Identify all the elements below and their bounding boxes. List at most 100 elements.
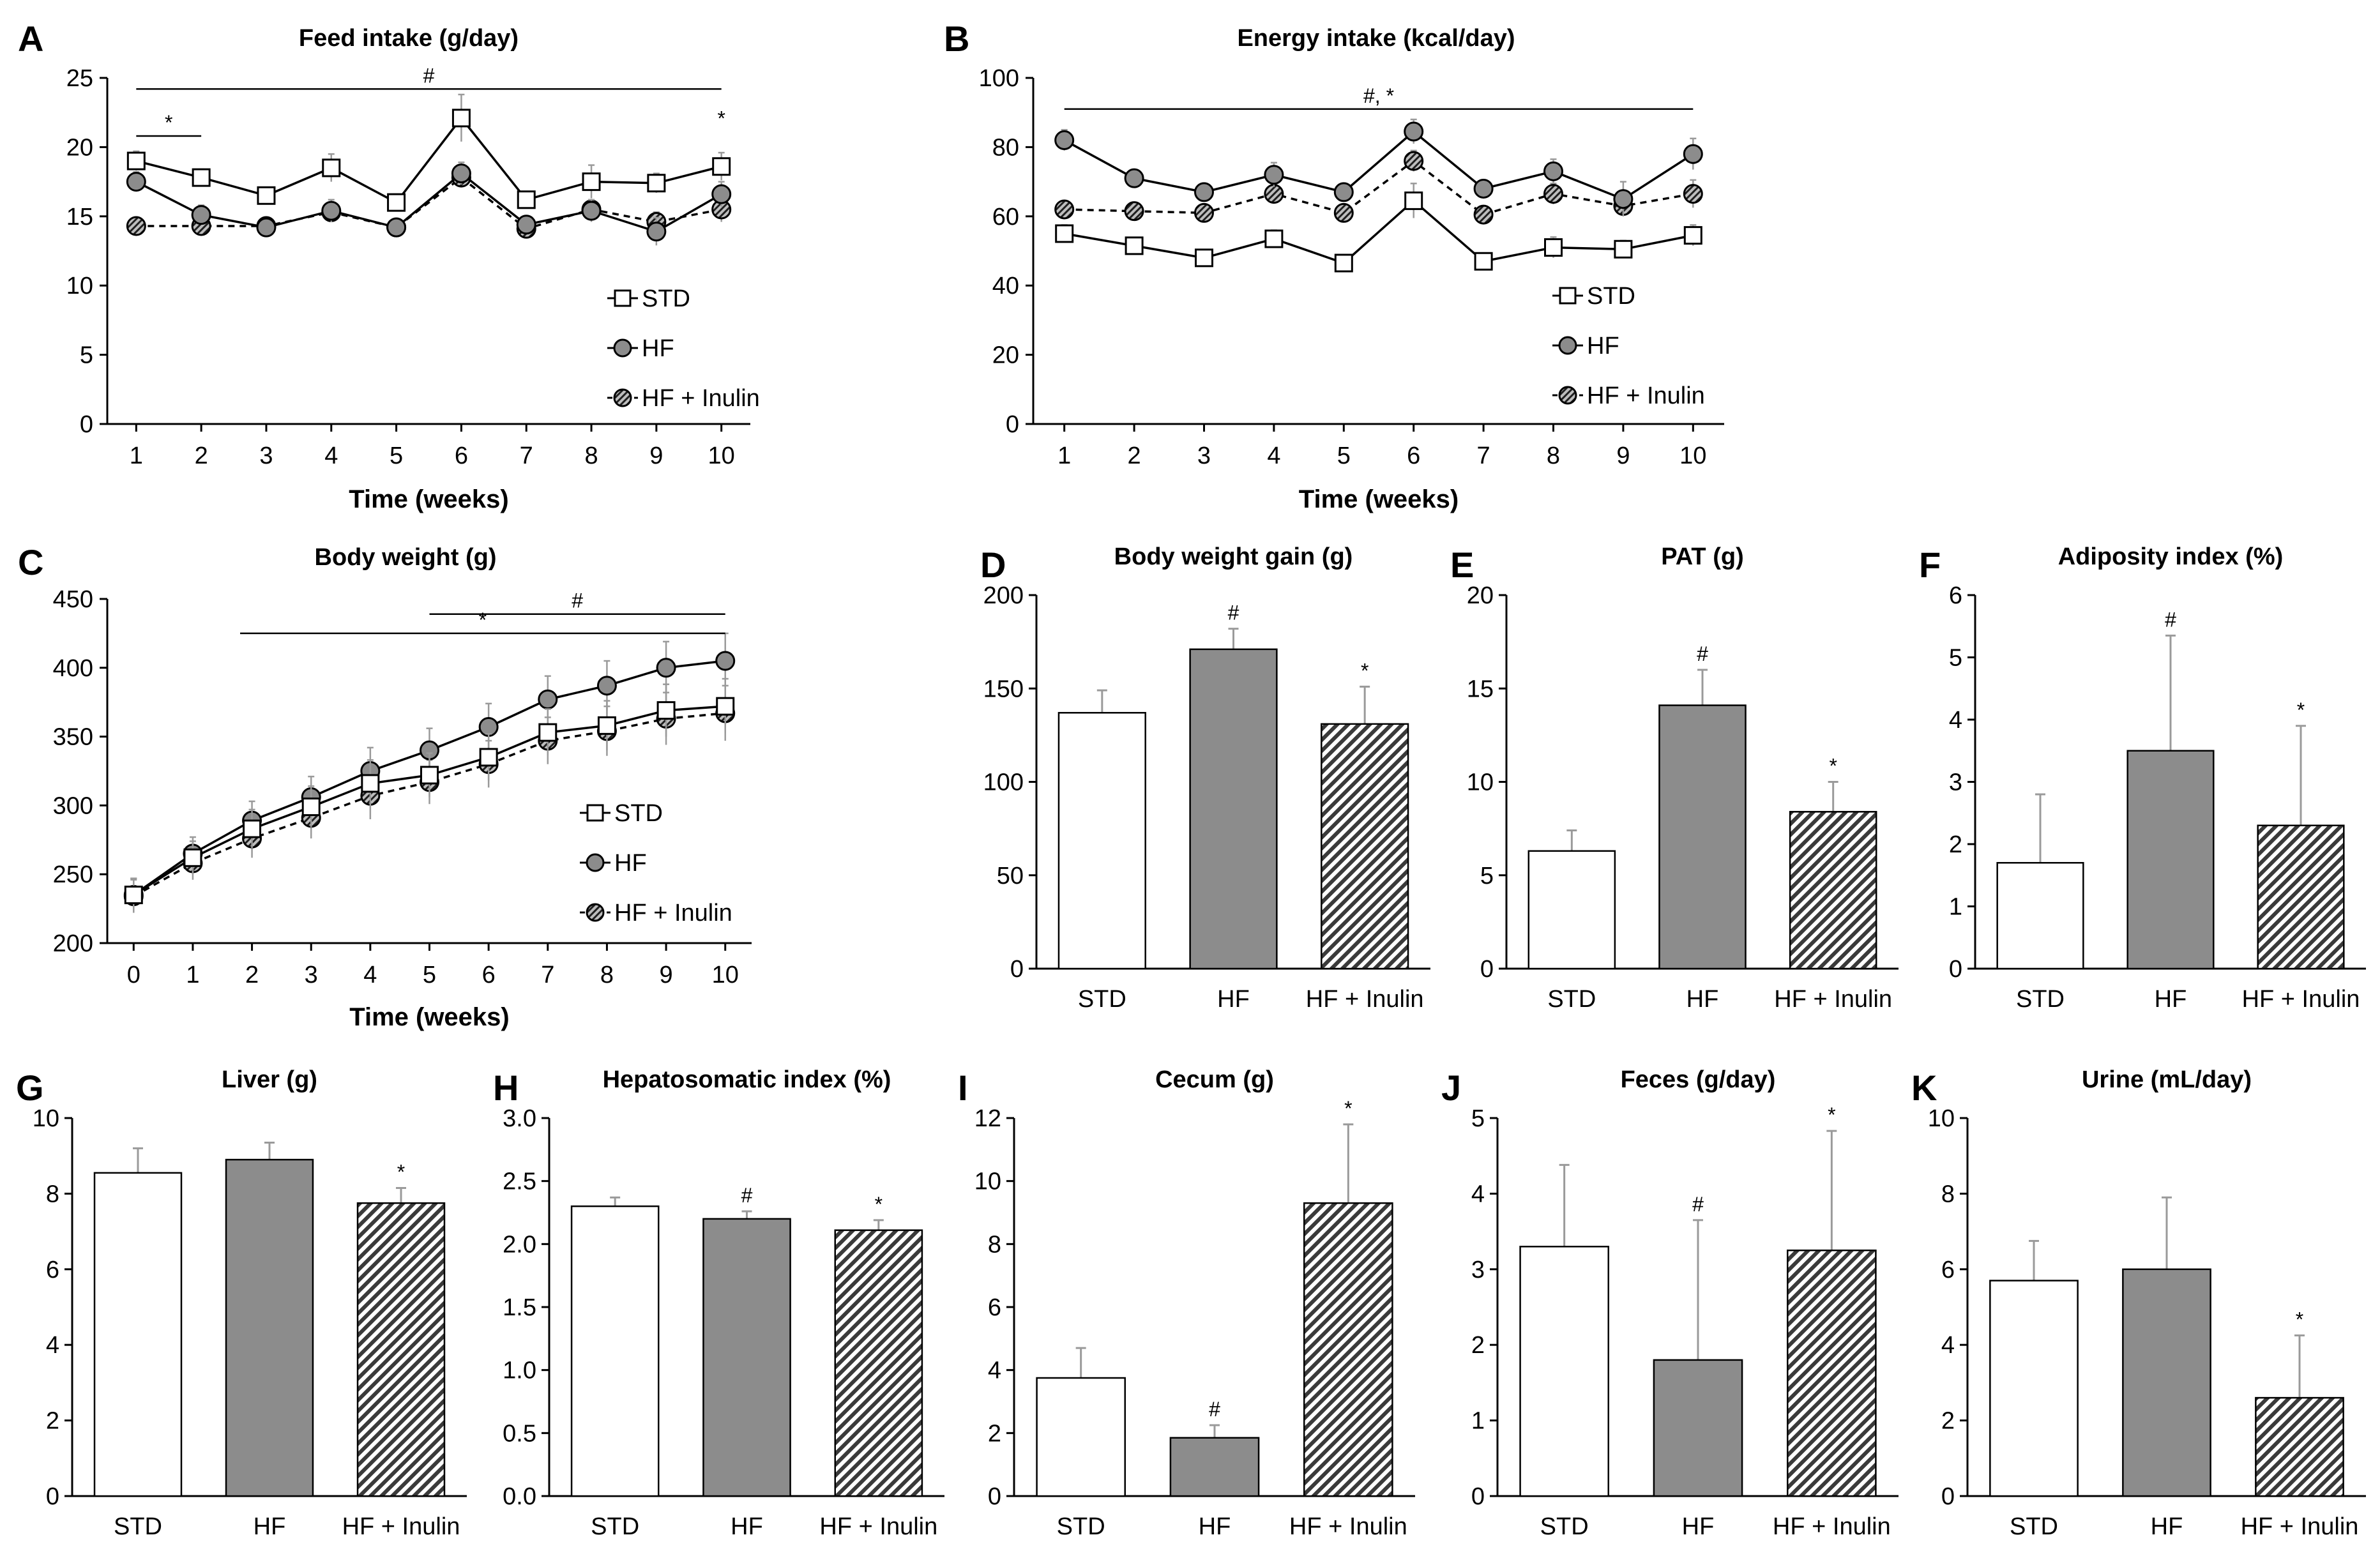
- bar-hf: [2126, 750, 2215, 970]
- legend-marker: [1559, 287, 1577, 305]
- bar-std: [1527, 850, 1616, 970]
- data-point: [582, 172, 601, 192]
- y-tick-label: 350: [53, 724, 93, 751]
- bar-hf-inulin: [2255, 1396, 2344, 1497]
- data-point: [1473, 204, 1494, 225]
- chart-title: Feces (g/day): [1621, 1066, 1776, 1093]
- series-hf: [1054, 118, 1703, 216]
- x-axis-label: Time (weeks): [1299, 485, 1459, 513]
- data-point: [301, 798, 321, 817]
- bar-hf: [1189, 648, 1278, 970]
- legend-label: HF: [614, 850, 647, 877]
- x-tick-label: 4: [1267, 442, 1280, 469]
- y-tick-label: 25: [66, 65, 93, 92]
- x-tick-label: HF: [1686, 986, 1719, 1013]
- x-tick-label: 9: [1616, 442, 1630, 469]
- x-tick-label: 3: [305, 962, 318, 988]
- y-tick-label: 5: [1480, 863, 1494, 889]
- y-tick-label: 2: [988, 1420, 1001, 1447]
- y-tick-label: 8: [46, 1181, 59, 1207]
- legend-marker: [613, 388, 632, 407]
- data-point: [1125, 236, 1144, 255]
- y-tick-label: 4: [1941, 1332, 1955, 1359]
- data-point: [711, 184, 732, 204]
- legend: STD HF HF + Inulin: [1552, 283, 1705, 409]
- data-point: [1194, 248, 1213, 268]
- x-tick-label: HF + Inulin: [1306, 986, 1424, 1013]
- data-point: [716, 697, 735, 716]
- legend-marker: [613, 338, 632, 358]
- y-tick-label: 6: [46, 1257, 59, 1283]
- panel-h: H Hepatosomatic index (%) 0.0 0.5 1.0 1.5 2.0 2…: [493, 1066, 944, 1540]
- y-tick-label: 1: [1471, 1408, 1485, 1435]
- y-tick-label: 6: [1941, 1257, 1955, 1283]
- data-point: [192, 168, 211, 187]
- y-tick-label: 400: [53, 655, 93, 682]
- significance-label: *: [1344, 1097, 1352, 1120]
- bar-hf: [1169, 1437, 1260, 1497]
- x-tick-label: 7: [520, 442, 533, 469]
- y-tick-label: 10: [66, 273, 93, 299]
- y-tick-label: 10: [1467, 769, 1494, 796]
- data-point: [516, 215, 536, 235]
- data-point: [1404, 121, 1424, 142]
- data-point: [538, 689, 558, 709]
- data-point: [420, 766, 439, 785]
- x-tick-label: 4: [363, 962, 377, 988]
- panel-a: A Feed intake (g/day) 0 5 10 15 20 25 1 2 3 4 5 6 7 8 9 1…: [18, 19, 760, 513]
- x-tick-label: HF: [2151, 1513, 2183, 1540]
- y-tick-label: 50: [997, 863, 1024, 889]
- y-tick-label: 5: [80, 342, 93, 369]
- data-point: [451, 163, 471, 184]
- data-point: [1264, 229, 1284, 248]
- x-tick-label: 1: [186, 962, 199, 988]
- y-tick-label: 2: [1949, 831, 1962, 858]
- x-tick-label: 1: [1057, 442, 1071, 469]
- panel-e: E PAT (g) 0 5 10 15 20 STD HF # HF + Inulin *: [1450, 543, 1899, 1013]
- y-tick-label: 60: [992, 204, 1019, 231]
- data-point: [479, 748, 498, 767]
- x-tick-label: STD: [1547, 986, 1596, 1013]
- data-point: [1055, 224, 1074, 243]
- chart-title: Adiposity index (%): [2058, 543, 2284, 570]
- significance-label: #: [423, 64, 435, 87]
- y-tick-label: 100: [979, 65, 1019, 92]
- data-point: [183, 848, 202, 867]
- data-point: [1543, 161, 1564, 181]
- data-point: [126, 172, 146, 192]
- legend-marker: [586, 853, 605, 872]
- x-tick-label: 7: [541, 962, 554, 988]
- data-point: [124, 886, 143, 905]
- series-line: [1063, 130, 1694, 200]
- data-point: [538, 723, 557, 742]
- y-tick-label: 3: [1949, 769, 1962, 796]
- y-tick-label: 1: [1949, 894, 1962, 921]
- y-tick-label: 0: [1471, 1483, 1485, 1510]
- panel-letter: E: [1450, 545, 1474, 585]
- y-tick-label: 0: [1480, 956, 1494, 983]
- bar-std: [1519, 1246, 1609, 1497]
- data-point: [361, 774, 380, 793]
- y-tick-label: 0: [46, 1483, 59, 1510]
- series-line: [1064, 159, 1694, 216]
- legend-marker: [586, 903, 605, 922]
- data-point: [715, 651, 736, 671]
- series-std: [126, 93, 731, 212]
- y-tick-label: 2: [46, 1408, 59, 1435]
- x-tick-label: 7: [1477, 442, 1490, 469]
- data-point: [321, 200, 342, 221]
- bar-hf-inulin: [1787, 1249, 1877, 1497]
- y-tick-label: 0: [1010, 956, 1024, 983]
- x-tick-label: HF + Inulin: [2241, 1513, 2359, 1540]
- legend-label: HF + Inulin: [642, 385, 760, 412]
- panel-letter: B: [944, 19, 969, 59]
- x-tick-label: 3: [259, 442, 273, 469]
- data-point: [1404, 151, 1424, 171]
- panel-letter: H: [493, 1068, 519, 1108]
- data-point: [191, 205, 211, 225]
- y-tick-label: 0: [1949, 956, 1962, 983]
- data-point: [596, 676, 617, 696]
- x-tick-label: 3: [1197, 442, 1211, 469]
- x-tick-label: HF + Inulin: [2242, 986, 2360, 1013]
